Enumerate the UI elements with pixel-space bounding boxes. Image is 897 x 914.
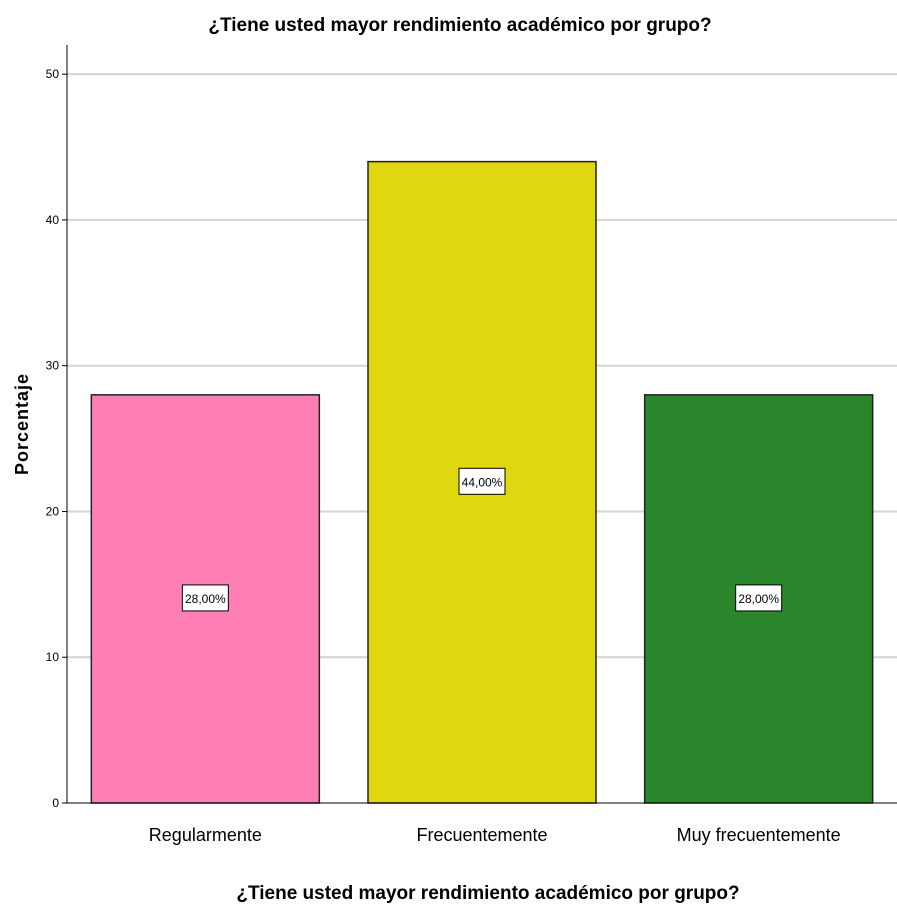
chart-title: ¿Tiene usted mayor rendimiento académico…: [208, 15, 711, 36]
y-tick-label: 20: [46, 504, 60, 518]
bars: [90, 160, 874, 804]
x-axis-title: ¿Tiene usted mayor rendimiento académico…: [236, 883, 739, 904]
x-tick-label: Muy frecuentemente: [677, 825, 841, 845]
data-label: 28,00%: [181, 584, 229, 612]
y-tick-label: 30: [46, 359, 60, 373]
data-labels: 28,00% 44,00% 28,00%: [181, 467, 783, 612]
data-label: 44,00%: [458, 467, 506, 495]
data-label: 28,00%: [735, 584, 783, 612]
x-tick-label: Regularmente: [149, 825, 262, 845]
data-label-text: 28,00%: [185, 592, 226, 606]
y-axis-title: Porcentaje: [12, 373, 32, 475]
x-tick-labels: Regularmente Frecuentemente Muy frecuentem…: [149, 825, 841, 845]
y-tick-label: 50: [46, 67, 60, 81]
y-tick-label: 40: [46, 213, 60, 227]
data-label-box: [181, 584, 229, 612]
y-tick-label: 10: [46, 650, 60, 664]
data-label-box: [735, 584, 783, 612]
x-tick-label: Frecuentemente: [416, 825, 547, 845]
data-label-text: 44,00%: [462, 475, 503, 489]
y-tick-labels: 0 10 20 30 40 50: [46, 67, 67, 810]
data-label-text: 28,00%: [738, 592, 779, 606]
data-label-box: [458, 467, 506, 495]
y-tick-label: 0: [52, 796, 59, 810]
